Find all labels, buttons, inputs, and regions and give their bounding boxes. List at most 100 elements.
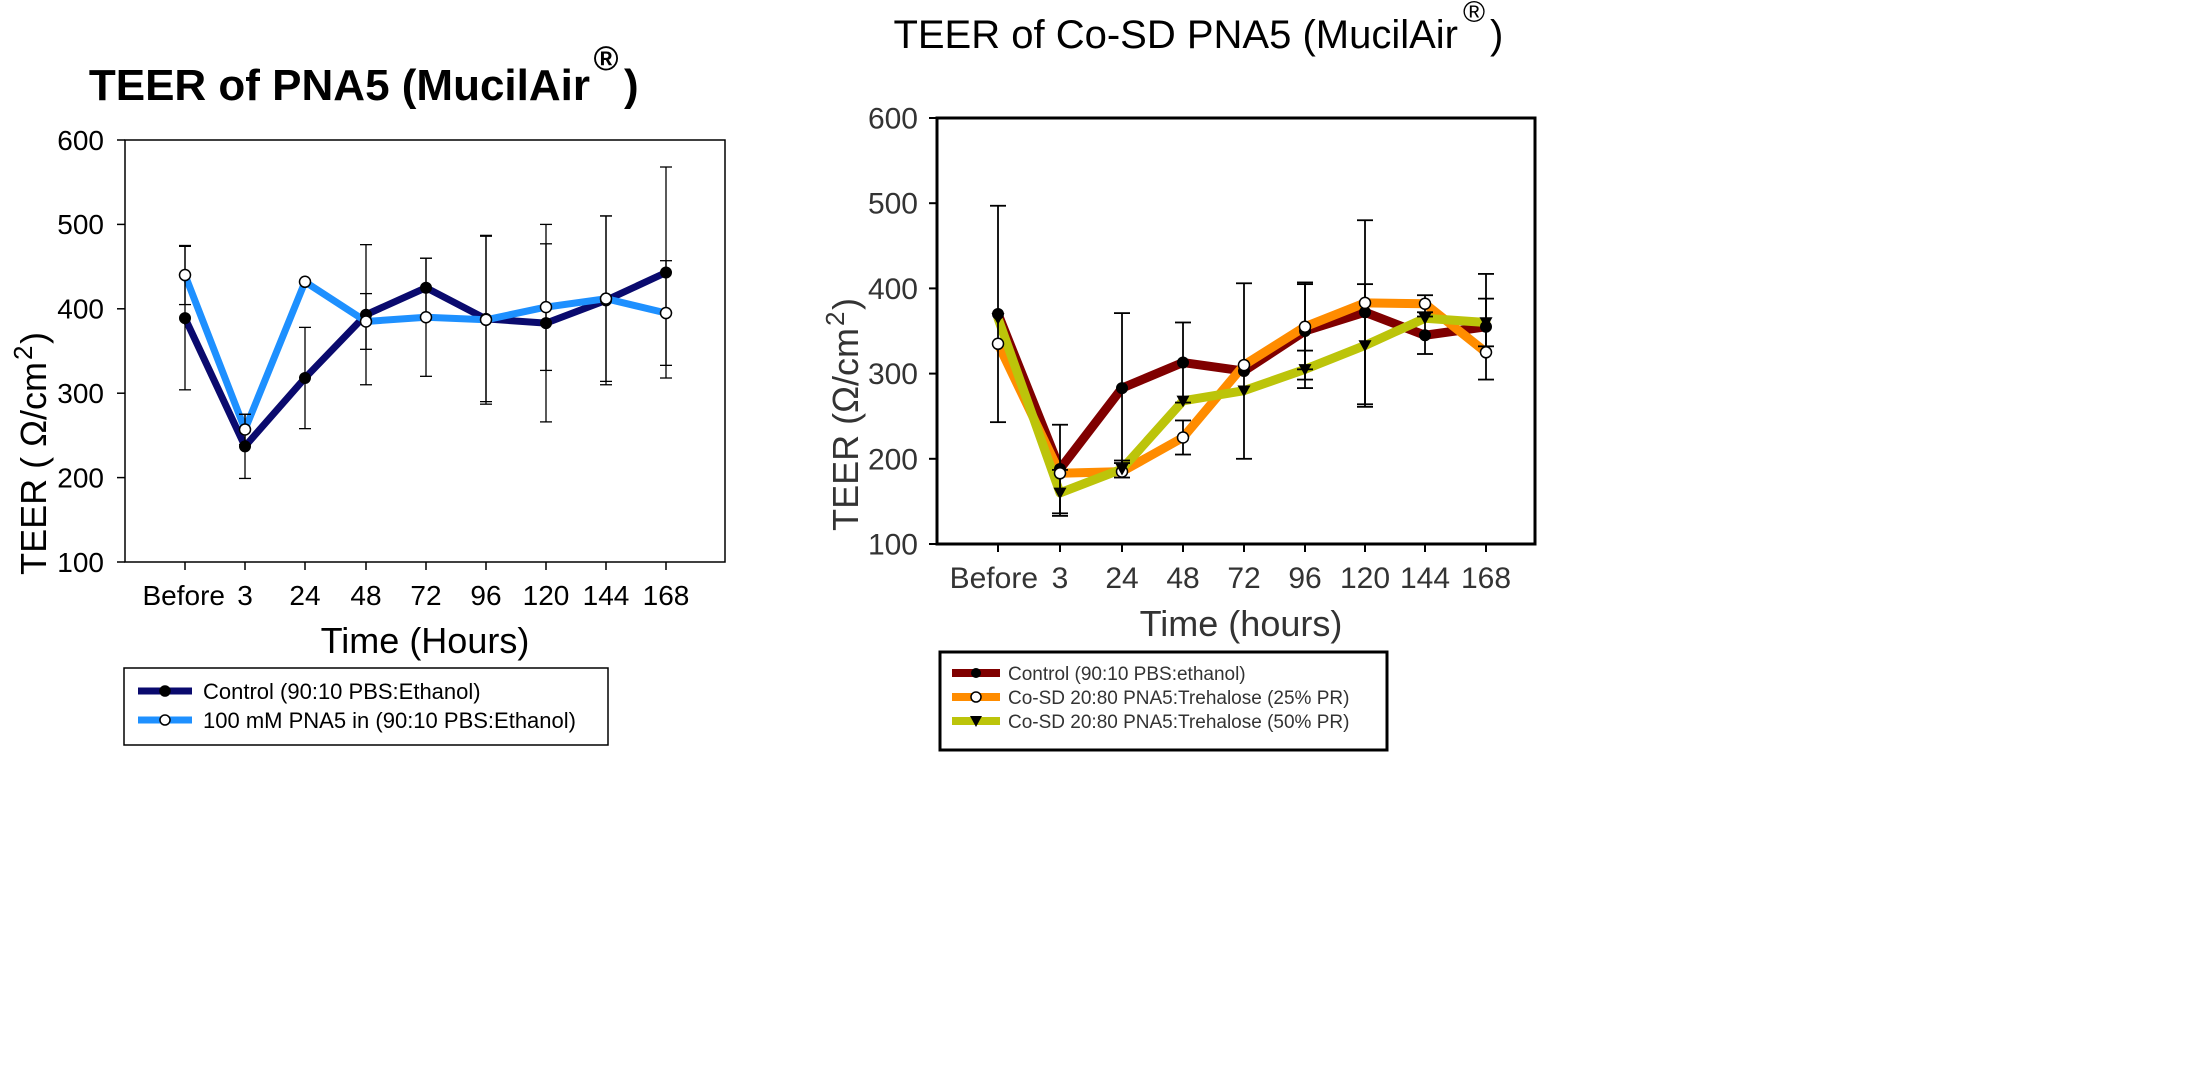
chart-right-series-3-point (1418, 313, 1432, 325)
chart-right-x-tick-label: 48 (1166, 562, 1199, 595)
chart-right-legend-label-2: Co-SD 20:80 PNA5:Trehalose (25% PR) (1008, 688, 1349, 709)
chart-right-series-2-point (1176, 431, 1190, 444)
chart-left-y-axis: 100 200 300 400 500 600 (57, 125, 125, 578)
chart-right-legend-marker-2 (970, 691, 982, 703)
chart-right-legend-label-1: Control (90:10 PBS:ethanol) (1008, 664, 1246, 685)
chart-left-series-2-point (298, 275, 312, 289)
chart-left-x-tick-label: 72 (410, 580, 441, 611)
chart-left-series-2-point (659, 306, 673, 320)
chart-right-x-tick-label: 72 (1227, 562, 1260, 595)
chart-left-title-close: ) (624, 61, 639, 110)
chart-left-series-2-point (539, 300, 553, 314)
chart-right-series-2-point (991, 337, 1005, 351)
chart-right-series-3-point (1115, 463, 1129, 476)
chart-right-series-3-point (991, 313, 1005, 325)
chart-right-series-3-point (1479, 317, 1493, 329)
chart-left-series-2-point (599, 292, 613, 305)
chart-left-y-label-sup: 2 (8, 346, 38, 360)
chart-left-legend-label-2: 100 mM PNA5 in (90:10 PBS:Ethanol) (203, 708, 576, 733)
chart-right-series-2-point (1298, 320, 1312, 333)
chart-right-series-2-point (1053, 467, 1067, 480)
chart-left-x-tick-label: 168 (643, 580, 690, 611)
chart-left-y-tick-label: 300 (57, 378, 104, 409)
chart-right-series-1-point (1116, 382, 1128, 395)
chart-left-x-axis: Before 3 24 48 72 96 120 144 168 (143, 562, 690, 611)
chart-left-x-tick-label: 3 (237, 580, 253, 611)
chart-right-series-2-point (1358, 296, 1372, 310)
chart-right-series-3-point (1358, 340, 1372, 352)
chart-left-y-tick-label: 200 (57, 462, 104, 493)
chart-right: TEER of Co-SD PNA5 (MucilAir ® ) 100 200 3… (820, 0, 1537, 752)
chart-left-series-1-point (660, 266, 672, 279)
chart-right-x-tick-label: 96 (1288, 562, 1321, 595)
chart-right-x-tick-label: 168 (1461, 562, 1511, 595)
chart-left-y-tick-label: 600 (57, 125, 104, 156)
chart-left-plot-area (124, 139, 726, 563)
chart-left-x-tick-label: 48 (350, 580, 381, 611)
chart-right-series-line-3 (993, 313, 1491, 498)
chart-right-series-3-point (1053, 487, 1067, 500)
chart-left-y-tick-label: 400 (57, 294, 104, 325)
chart-right-legend-marker-1 (971, 668, 981, 678)
chart-left-x-tick-label: 120 (523, 580, 570, 611)
chart-left-x-tick-label: Before (143, 580, 226, 611)
chart-right-y-label-close: ) (825, 298, 866, 310)
chart-left-series-1-point (179, 312, 191, 325)
chart-right-series-2-point (1237, 358, 1251, 372)
chart-left-series-1-point (420, 281, 432, 294)
chart-right-series-3-point (1176, 395, 1190, 408)
chart-right-y-tick-label: 400 (868, 273, 918, 306)
chart-right-y-tick-label: 100 (868, 529, 918, 562)
chart-left-y-label: TEER ( Ω/cm 2 ) (8, 332, 54, 575)
chart-left-series-2-point (419, 310, 433, 324)
chart-left-x-tick-label: 144 (583, 580, 630, 611)
chart-left-x-label: Time (Hours) (321, 620, 530, 661)
chart-right-y-tick-label: 500 (868, 188, 918, 221)
chart-left-title-symbol: ® (593, 40, 618, 78)
chart-right-y-label-main: TEER (Ω/cm (825, 328, 866, 531)
chart-right-plot-area (935, 116, 1537, 546)
chart-right-series-1-point (1177, 356, 1189, 369)
chart-right-series-2-point (1479, 346, 1493, 359)
chart-left-series-1-point (299, 372, 311, 385)
chart-right-series-3-point (1237, 385, 1251, 398)
chart-left: TEER of PNA5 (MucilAir ® ) 100 200 300 400 5… (8, 40, 726, 746)
chart-right-series-2-point (1418, 297, 1432, 310)
chart-left-series-2-point (238, 423, 252, 436)
chart-left-y-tick-label: 500 (57, 209, 104, 240)
chart-right-series-3-point (1298, 364, 1312, 376)
chart-left-x-tick-label: 96 (470, 580, 501, 611)
chart-left-series-2-point (479, 313, 493, 327)
chart-right-title-close: ) (1490, 13, 1503, 57)
chart-right-y-tick-label: 300 (868, 358, 918, 391)
chart-right-y-label-sup: 2 (820, 312, 850, 326)
chart-right-title-symbol: ® (1463, 0, 1485, 29)
chart-right-legend-marker-3 (970, 716, 982, 727)
chart-right-series-group (990, 204, 1494, 517)
chart-right-legend-box (938, 650, 1389, 752)
chart-right-title: TEER of Co-SD PNA5 (MucilAir (893, 13, 1458, 57)
chart-left-x-tick-label: 24 (289, 580, 320, 611)
chart-left-y-label-main: TEER ( Ω/cm (13, 362, 54, 575)
chart-left-legend-marker-1 (159, 685, 171, 697)
chart-left-legend-label-1: Control (90:10 PBS:Ethanol) (203, 679, 481, 704)
chart-right-x-tick-label: Before (950, 562, 1038, 595)
chart-left-series-group (178, 166, 673, 480)
chart-right-series-1-point (1419, 329, 1431, 342)
chart-left-y-label-close: ) (13, 332, 54, 344)
chart-right-legend: Control (90:10 PBS:ethanol) Co-SD 20:80 … (938, 650, 1389, 752)
chart-right-y-label: TEER (Ω/cm 2 ) (820, 298, 866, 531)
chart-left-series-1-point (239, 440, 251, 453)
chart-right-y-tick-label: 200 (868, 443, 918, 476)
chart-left-legend-box (123, 667, 609, 746)
chart-right-x-tick-label: 24 (1105, 562, 1138, 595)
chart-right-y-tick-label: 600 (868, 103, 918, 136)
chart-right-y-axis: 100 200 300 400 500 600 (868, 103, 937, 562)
chart-right-x-axis: Before 3 24 48 72 96 120 144 168 (950, 544, 1511, 595)
chart-left-y-tick-label: 100 (57, 547, 104, 578)
chart-left-title: TEER of PNA5 (MucilAir (89, 61, 590, 110)
chart-right-x-tick-label: 144 (1400, 562, 1450, 595)
chart-left-legend: Control (90:10 PBS:Ethanol) 100 mM PNA5 … (123, 667, 609, 746)
chart-left-series-2-point (178, 268, 192, 282)
